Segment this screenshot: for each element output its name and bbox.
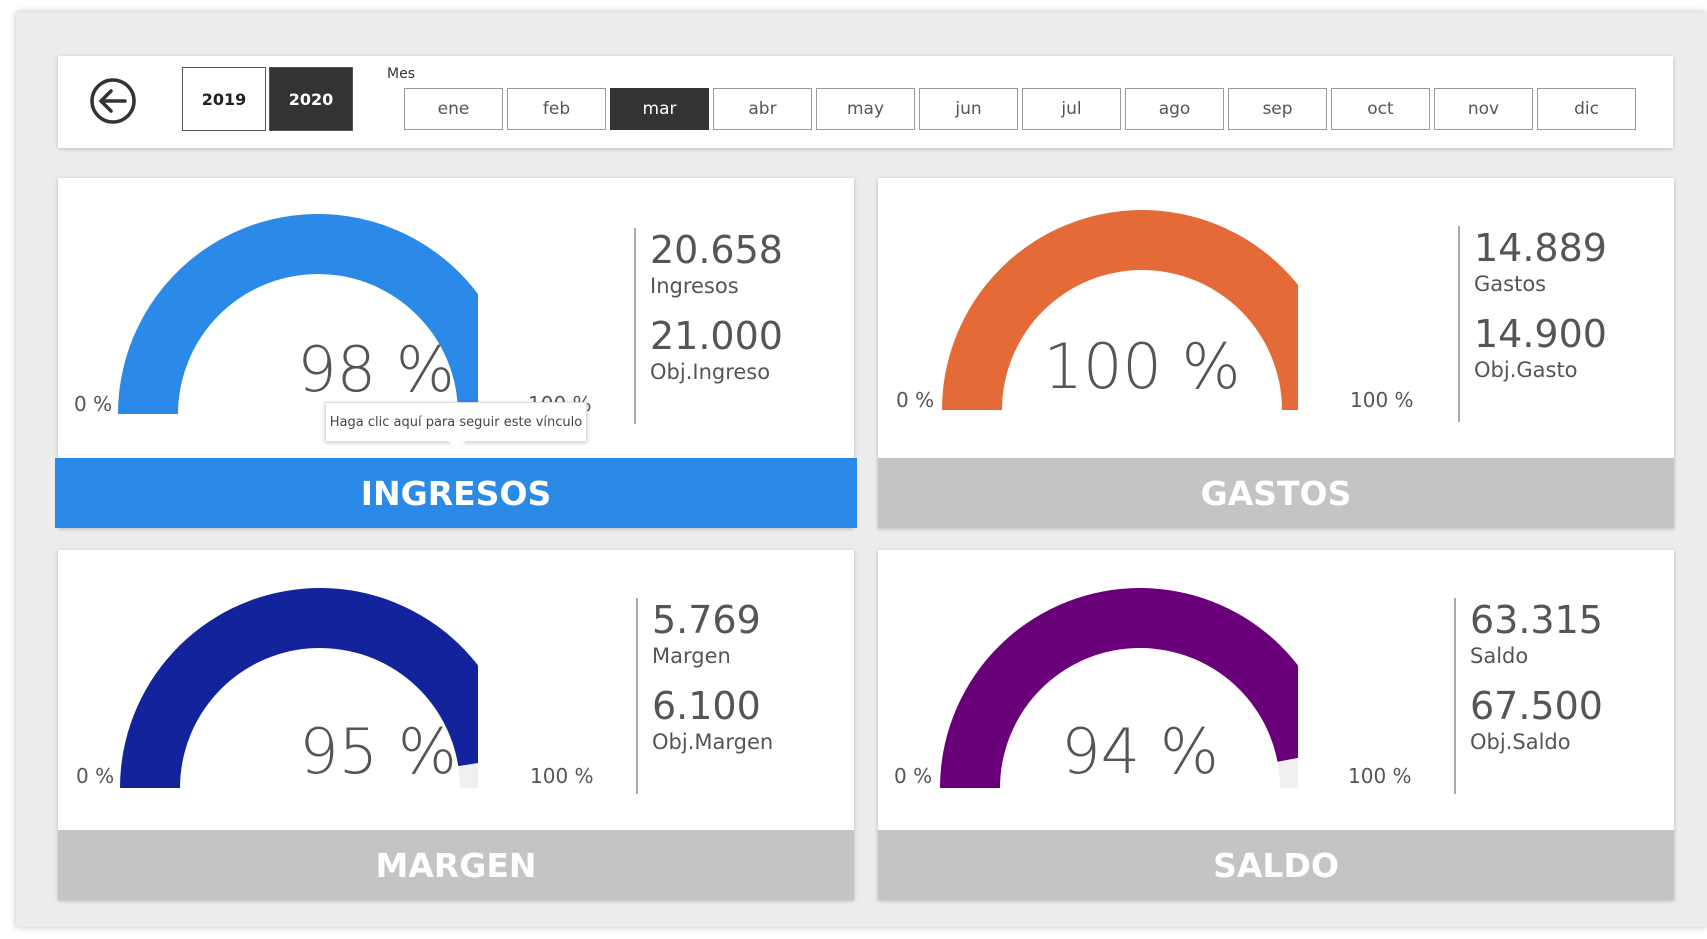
kpi-target: 14.900 xyxy=(1474,312,1607,356)
gauge-ingresos xyxy=(118,214,478,414)
gauge-min-label: 0 % xyxy=(894,764,933,788)
card-saldo[interactable]: 94 % 0 % 100 % 63.315 Saldo 67.500 Obj.S… xyxy=(878,550,1674,900)
month-slicer-item-sep[interactable]: sep xyxy=(1228,88,1327,130)
gauge-percent: 95 % xyxy=(299,715,457,788)
year-slicer-2020[interactable]: 2020 xyxy=(269,67,353,131)
banner-ingresos[interactable]: INGRESOS xyxy=(55,458,857,528)
month-slicer: ene feb mar abr may jun jul ago sep oct nov dic xyxy=(404,88,1636,130)
filter-bar: 2019 2020 Mes ene feb mar abr may jun jul ago se… xyxy=(58,56,1673,148)
gauge-max-label: 100 % xyxy=(1348,764,1412,788)
kpi-value: 20.658 xyxy=(650,228,783,272)
kpi-target: 21.000 xyxy=(650,314,783,358)
banner-margen[interactable]: MARGEN xyxy=(58,830,854,900)
kpi-value-label: Gastos xyxy=(1474,272,1547,296)
month-slicer-item-nov[interactable]: nov xyxy=(1434,88,1533,130)
kpi-target: 67.500 xyxy=(1470,684,1603,728)
year-slicer-2019[interactable]: 2019 xyxy=(182,67,266,131)
gauge-percent: 94 % xyxy=(1061,715,1219,788)
kpi-panel: 14.889 Gastos 14.900 Obj.Gasto xyxy=(1458,226,1654,422)
gauge-percent: 98 % xyxy=(297,333,455,406)
gauge-fill xyxy=(118,214,478,414)
kpi-value: 5.769 xyxy=(652,598,761,642)
month-slicer-item-abr[interactable]: abr xyxy=(713,88,812,130)
card-margen[interactable]: 95 % 0 % 100 % 5.769 Margen 6.100 Obj.Ma… xyxy=(58,550,854,900)
kpi-value-label: Margen xyxy=(652,644,731,668)
gauge-margen xyxy=(120,588,478,788)
kpi-target-label: Obj.Margen xyxy=(652,730,774,754)
kpi-target: 6.100 xyxy=(652,684,761,728)
month-slicer-item-dic[interactable]: dic xyxy=(1537,88,1636,130)
gauge-max-label: 100 % xyxy=(530,764,594,788)
gauge-saldo xyxy=(940,588,1298,788)
banner-saldo[interactable]: SALDO xyxy=(878,830,1674,900)
kpi-value: 63.315 xyxy=(1470,598,1603,642)
gauge-fill xyxy=(120,588,478,788)
kpi-target-label: Obj.Saldo xyxy=(1470,730,1571,754)
kpi-value-label: Ingresos xyxy=(650,274,739,298)
month-slicer-item-may[interactable]: may xyxy=(816,88,915,130)
gauge-min-label: 0 % xyxy=(896,388,935,412)
card-ingresos[interactable]: 98 % 0 % 100 % 20.658 Ingresos 21.000 Ob… xyxy=(55,178,857,528)
gauge-fill xyxy=(940,588,1298,788)
kpi-target-label: Obj.Gasto xyxy=(1474,358,1578,382)
month-slicer-item-mar[interactable]: mar xyxy=(610,88,709,130)
gauge-percent: 100 % xyxy=(1043,330,1241,403)
kpi-target-label: Obj.Ingreso xyxy=(650,360,771,384)
gauge-min-label: 0 % xyxy=(74,392,113,416)
month-slicer-item-oct[interactable]: oct xyxy=(1331,88,1430,130)
back-button[interactable] xyxy=(88,76,138,126)
month-slicer-item-feb[interactable]: feb xyxy=(507,88,606,130)
month-slicer-item-ene[interactable]: ene xyxy=(404,88,503,130)
card-gastos[interactable]: 100 % 0 % 100 % 14.889 Gastos 14.900 Obj… xyxy=(878,178,1674,528)
kpi-panel: 20.658 Ingresos 21.000 Obj.Ingreso xyxy=(634,228,830,424)
gauge-gastos xyxy=(942,210,1298,410)
link-tooltip: Haga clic aquí para seguir este vínculo xyxy=(325,402,587,450)
month-slicer-item-jul[interactable]: jul xyxy=(1022,88,1121,130)
month-slicer-title: Mes xyxy=(387,66,415,82)
gauge-fill xyxy=(942,210,1298,410)
month-slicer-item-ago[interactable]: ago xyxy=(1125,88,1224,130)
kpi-value-label: Saldo xyxy=(1470,644,1529,668)
gauge-min-label: 0 % xyxy=(76,764,115,788)
gauge-max-label: 100 % xyxy=(1350,388,1414,412)
banner-gastos[interactable]: GASTOS xyxy=(878,458,1674,528)
kpi-panel: 5.769 Margen 6.100 Obj.Margen xyxy=(636,598,832,794)
kpi-value: 14.889 xyxy=(1474,226,1607,270)
kpi-panel: 63.315 Saldo 67.500 Obj.Saldo xyxy=(1454,598,1650,794)
back-arrow-icon xyxy=(90,78,136,124)
month-slicer-item-jun[interactable]: jun xyxy=(919,88,1018,130)
